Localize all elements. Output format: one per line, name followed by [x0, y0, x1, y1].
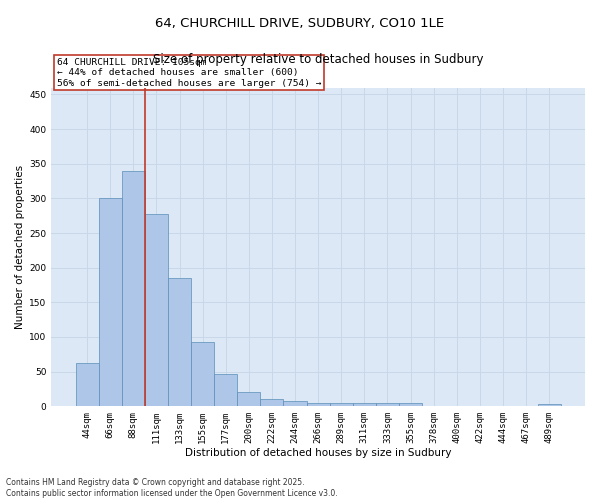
Bar: [214, 374, 237, 406]
Bar: [145, 214, 168, 406]
Bar: [237, 392, 260, 406]
X-axis label: Distribution of detached houses by size in Sudbury: Distribution of detached houses by size …: [185, 448, 451, 458]
Bar: [353, 404, 376, 406]
Bar: [538, 404, 561, 406]
Bar: [191, 342, 214, 406]
Bar: [76, 362, 98, 406]
Y-axis label: Number of detached properties: Number of detached properties: [15, 165, 25, 329]
Bar: [399, 403, 422, 406]
Bar: [307, 403, 329, 406]
Bar: [168, 278, 191, 406]
Bar: [329, 403, 353, 406]
Bar: [122, 170, 145, 406]
Title: Size of property relative to detached houses in Sudbury: Size of property relative to detached ho…: [153, 52, 484, 66]
Bar: [98, 198, 122, 406]
Text: Contains HM Land Registry data © Crown copyright and database right 2025.
Contai: Contains HM Land Registry data © Crown c…: [6, 478, 338, 498]
Text: 64 CHURCHILL DRIVE: 105sqm
← 44% of detached houses are smaller (600)
56% of sem: 64 CHURCHILL DRIVE: 105sqm ← 44% of deta…: [56, 58, 321, 88]
Text: 64, CHURCHILL DRIVE, SUDBURY, CO10 1LE: 64, CHURCHILL DRIVE, SUDBURY, CO10 1LE: [155, 18, 445, 30]
Bar: [260, 398, 283, 406]
Bar: [376, 404, 399, 406]
Bar: [283, 402, 307, 406]
